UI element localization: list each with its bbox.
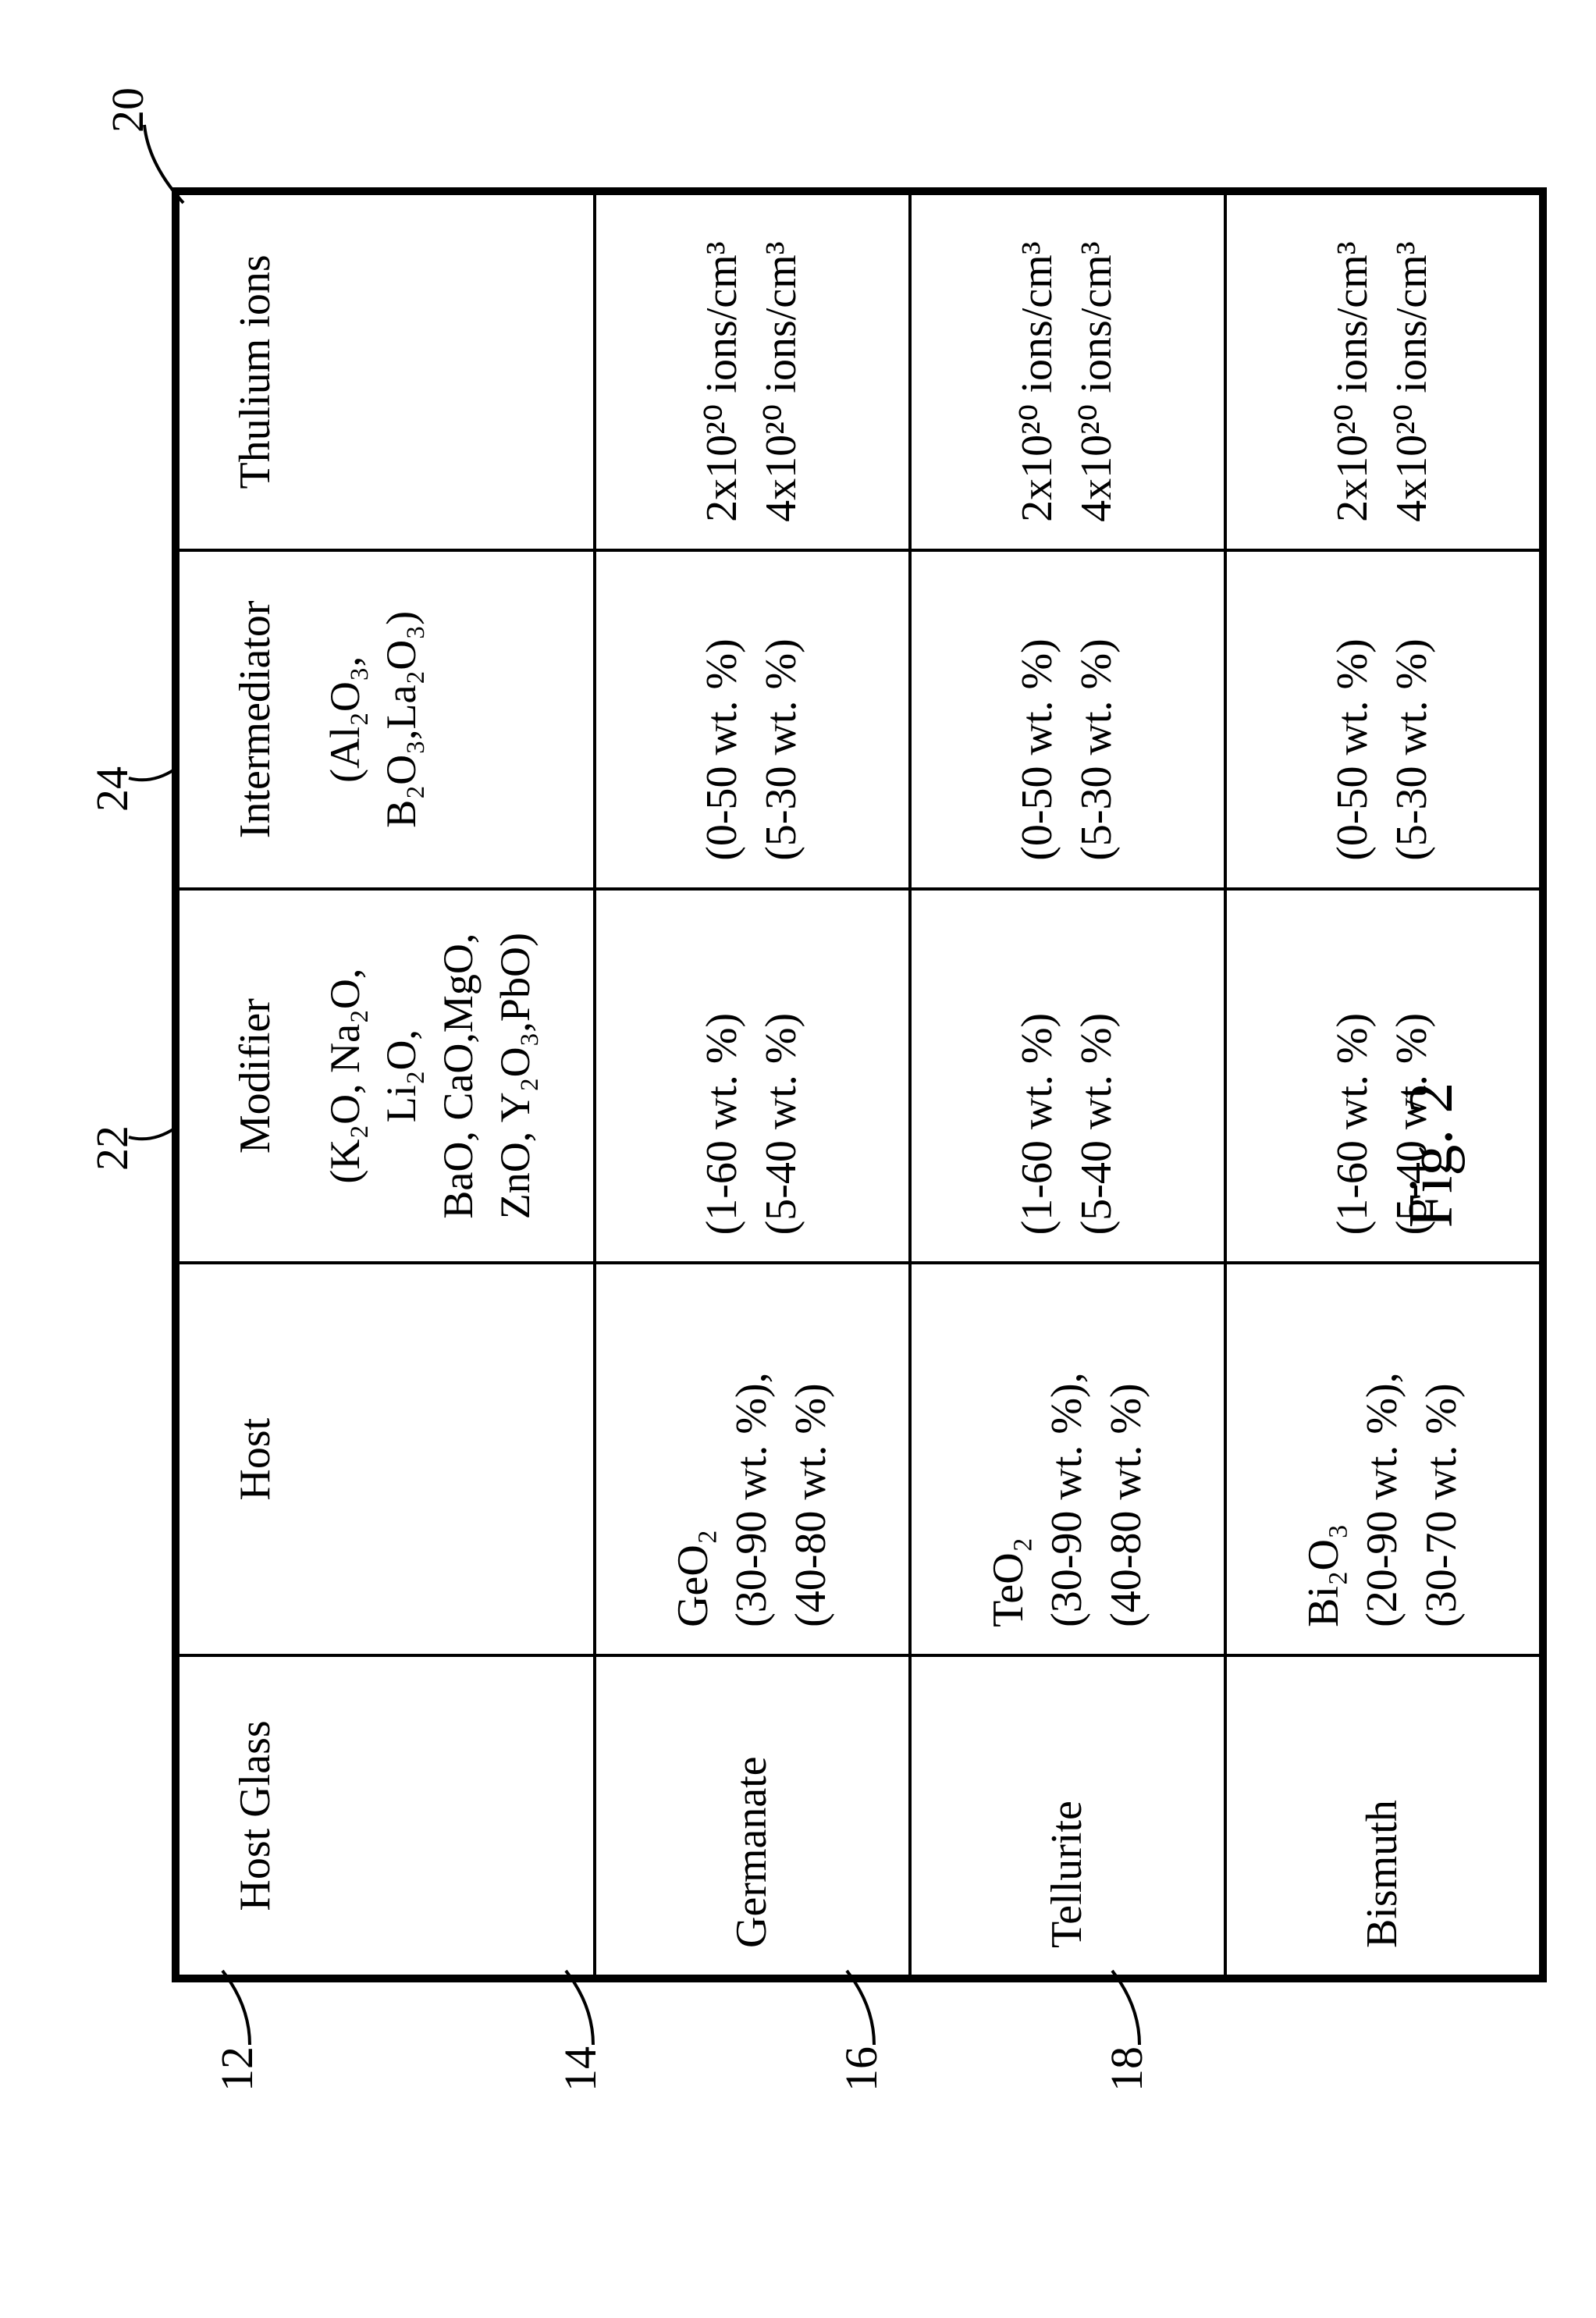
glass-composition-table: Host Glass Host Modifier (K₂O, Na₂O, Li₂…	[172, 187, 1547, 1982]
table-row: Bismuth Bi₂O₃ (20-90 wt. %), (30-70 wt. …	[1225, 194, 1541, 1976]
cell-line: (5-30 wt. %)	[752, 578, 812, 861]
cell-intermediator: (0-50 wt. %) (5-30 wt. %)	[910, 550, 1225, 889]
cell-line: (1-60 wt. %)	[693, 917, 752, 1235]
cell-line: TeO₂	[979, 1291, 1039, 1627]
cell-line: GeO₂	[664, 1291, 723, 1627]
ref-12: 12	[211, 2046, 263, 2092]
col-header-host-glass: Host Glass	[178, 1655, 595, 1976]
cell-line: Bi₂O₃	[1295, 1291, 1354, 1627]
cell-host-glass: Germanate	[595, 1655, 910, 1976]
cell-line: (1-60 wt. %)	[1324, 917, 1383, 1235]
cell-line: (1-60 wt. %)	[1008, 917, 1068, 1235]
cell-line: (0-50 wt. %)	[1008, 578, 1068, 861]
cell-line: 4x10²⁰ ions/cm³	[752, 222, 812, 522]
cell-line: (40-80 wt. %)	[1097, 1291, 1157, 1627]
table-row: Germanate GeO₂ (30-90 wt. %), (40-80 wt.…	[595, 194, 910, 1976]
cell-line: 2x10²⁰ ions/cm³	[693, 222, 752, 522]
modifier-examples-l3: ZnO, Y₂O₃,PbO)	[487, 917, 544, 1235]
header-text: Host Glass	[226, 1683, 286, 1948]
cell-line: (30-90 wt. %),	[1038, 1291, 1097, 1627]
cell-line: (0-50 wt. %)	[693, 578, 752, 861]
cell-line: (40-80 wt. %)	[782, 1291, 841, 1627]
cell-thulium: 2x10²⁰ ions/cm³ 4x10²⁰ ions/cm³	[910, 194, 1225, 550]
cell-host: Bi₂O₃ (20-90 wt. %), (30-70 wt. %)	[1225, 1263, 1541, 1655]
cell-host: GeO₂ (30-90 wt. %), (40-80 wt. %)	[595, 1263, 910, 1655]
cell-line: 2x10²⁰ ions/cm³	[1324, 222, 1383, 522]
ref-14: 14	[554, 2046, 606, 2092]
table: Host Glass Host Modifier (K₂O, Na₂O, Li₂…	[176, 192, 1542, 1978]
ref-18: 18	[1100, 2046, 1153, 2092]
cell-host-glass: Tellurite	[910, 1655, 1225, 1976]
header-text: Modifier	[226, 917, 286, 1235]
col-header-thulium: Thulium ions	[178, 194, 595, 550]
table-row: Tellurite TeO₂ (30-90 wt. %), (40-80 wt.…	[910, 194, 1225, 1976]
table-header-row: Host Glass Host Modifier (K₂O, Na₂O, Li₂…	[178, 194, 595, 1976]
col-header-intermediator: Intermediator (Al₂O₃, B₂O₃,La₂O₃)	[178, 550, 595, 889]
cell-line: (5-30 wt. %)	[1068, 578, 1127, 861]
cell-host-glass: Bismuth	[1225, 1655, 1541, 1976]
page: 20 22 24 12 14 16 18	[0, 0, 1596, 2318]
cell-modifier: (1-60 wt. %) (5-40 wt. %)	[1225, 889, 1541, 1264]
cell-host: TeO₂ (30-90 wt. %), (40-80 wt. %)	[910, 1263, 1225, 1655]
cell-thulium: 2x10²⁰ ions/cm³ 4x10²⁰ ions/cm³	[595, 194, 910, 550]
cell-intermediator: (0-50 wt. %) (5-30 wt. %)	[595, 550, 910, 889]
figure-caption: Fig. 2	[1396, 70, 1467, 2240]
cell-modifier: (1-60 wt. %) (5-40 wt. %)	[910, 889, 1225, 1264]
cell-line: (5-40 wt. %)	[1068, 917, 1127, 1235]
cell-line: 4x10²⁰ ions/cm³	[1068, 222, 1127, 522]
cell-line: (0-50 wt. %)	[1324, 578, 1383, 861]
modifier-examples-l2: BaO, CaO,MgO,	[430, 917, 487, 1235]
header-text: Intermediator	[226, 578, 286, 861]
header-text: Host	[226, 1291, 286, 1627]
header-text: Thulium ions	[226, 222, 286, 522]
cell-modifier: (1-60 wt. %) (5-40 wt. %)	[595, 889, 910, 1264]
intermediator-examples: (Al₂O₃, B₂O₃,La₂O₃)	[317, 578, 431, 861]
cell-thulium: 2x10²⁰ ions/cm³ 4x10²⁰ ions/cm³	[1225, 194, 1541, 550]
cell-line: 2x10²⁰ ions/cm³	[1008, 222, 1068, 522]
modifier-examples-l1: (K₂O, Na₂O, Li₂O,	[317, 917, 431, 1235]
ref-16: 16	[835, 2046, 887, 2092]
col-header-modifier: Modifier (K₂O, Na₂O, Li₂O, BaO, CaO,MgO,…	[178, 889, 595, 1264]
cell-line: (30-90 wt. %),	[723, 1291, 782, 1627]
cell-intermediator: (0-50 wt. %) (5-30 wt. %)	[1225, 550, 1541, 889]
rotated-figure: 20 22 24 12 14 16 18	[62, 70, 1530, 2240]
cell-line: (5-40 wt. %)	[752, 917, 812, 1235]
col-header-host: Host	[178, 1263, 595, 1655]
